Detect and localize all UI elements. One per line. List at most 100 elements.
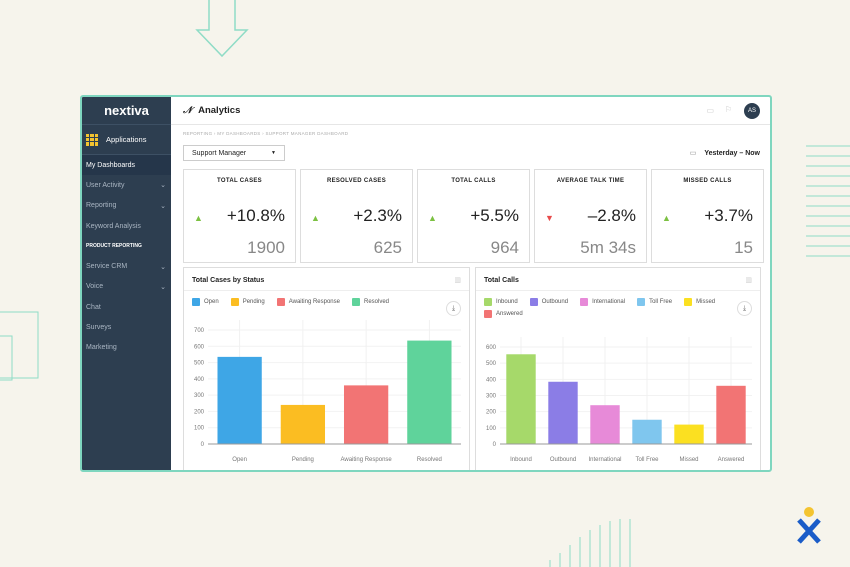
kpi-title: RESOLVED CASES	[326, 178, 387, 184]
legend-swatch	[230, 298, 239, 306]
legend-swatch	[529, 298, 538, 306]
sidebar-item-label: PRODUCT REPORTING	[86, 243, 142, 250]
y-tick-label: 300	[194, 393, 205, 399]
sidebar-item[interactable]: Service CRM ⌄	[82, 256, 171, 276]
triangle-down-icon: ▼	[545, 213, 554, 223]
flag-icon[interactable]: ⚐	[724, 105, 732, 114]
legend-swatch	[276, 298, 285, 306]
nextiva-x-logo	[797, 507, 821, 544]
arrow-down-decoration	[195, 0, 249, 58]
chat-icon[interactable]: ▭	[706, 106, 714, 115]
bar	[280, 404, 326, 444]
bar	[217, 356, 262, 444]
legend-item[interactable]: Missed	[684, 298, 715, 306]
sidebar-item: PRODUCT REPORTING	[82, 236, 171, 256]
x-tick-label: International	[588, 457, 621, 463]
y-tick-label: 600	[194, 344, 205, 350]
sidebar-item[interactable]: Marketing	[82, 338, 171, 358]
kpi-change: –2.8%	[587, 206, 636, 225]
download-button[interactable]: ⤓	[446, 301, 461, 316]
legend-label: International	[592, 299, 626, 305]
legend-label: Outbound	[541, 299, 569, 305]
kpi-change: +3.7%	[704, 206, 753, 225]
legend-item[interactable]: International	[580, 298, 625, 306]
breadcrumb: REPORTING › MY DASHBOARDS › SUPPORT MANA…	[183, 131, 349, 136]
bar	[407, 340, 452, 444]
chevron-down-icon: ⌄	[160, 283, 166, 291]
sidebar-item-label: My Dashboards	[86, 161, 136, 169]
sidebar-item-label: Voice	[86, 283, 104, 291]
legend-item[interactable]: Inbound	[484, 298, 518, 306]
bar-chart-icon[interactable]: ▥	[745, 277, 752, 284]
legend-item[interactable]: Answered	[484, 310, 523, 318]
sidebar-item-label: Service CRM	[86, 263, 128, 271]
triangle-up-icon: ▲	[194, 213, 203, 223]
kpi-change: +2.3%	[353, 206, 402, 225]
triangle-up-icon: ▲	[311, 213, 320, 223]
legend-label: Missed	[696, 299, 716, 305]
sidebar-item-label: Keyword Analysis	[86, 222, 141, 230]
legend-swatch	[684, 298, 693, 306]
sidebar-item-label: Chat	[86, 303, 101, 311]
legend-item[interactable]: Pending	[230, 298, 265, 306]
legend-item[interactable]: Resolved	[351, 298, 389, 306]
lines-decoration	[549, 519, 631, 567]
sidebar-item[interactable]: User Activity ⌄	[82, 175, 171, 195]
kpi-title: TOTAL CALLS	[451, 178, 496, 184]
legend-item[interactable]: Outbound	[529, 298, 569, 306]
legend-label: Pending	[242, 299, 265, 305]
bar-chart: 0 100 200 300 400 500 600 Inbound Outbound Intern…	[486, 337, 752, 463]
sidebar: nextiva Applications My Dashboards User A…	[82, 97, 171, 470]
triangle-up-icon: ▲	[662, 213, 671, 223]
bar	[343, 385, 389, 444]
chart-title: Total Cases by Status	[184, 268, 469, 291]
y-tick-label: 300	[486, 394, 497, 400]
bar	[506, 354, 536, 444]
dashboard-select[interactable]: Support Manager ▼	[183, 145, 285, 161]
sidebar-item-label: Surveys	[86, 324, 112, 332]
applications-label: Applications	[106, 135, 147, 144]
x-tick-label: Outbound	[550, 457, 576, 463]
kpi-card: AVERAGE TALK TIME ▼ –2.8% 5m 34s	[534, 169, 647, 263]
x-tick-label: Awaiting Response	[340, 457, 392, 463]
chevron-down-icon: ⌄	[160, 263, 166, 271]
bar	[590, 405, 620, 444]
caret-down-icon: ▼	[271, 150, 276, 156]
y-tick-label: 200	[486, 410, 497, 416]
sidebar-item-label: Marketing	[86, 344, 117, 352]
legend-swatch	[637, 298, 646, 306]
chart-legend: Inbound Outbound International Toll Free Mis…	[476, 291, 760, 325]
kpi-value: 964	[490, 238, 519, 257]
legend-item[interactable]: Awaiting Response	[276, 298, 340, 306]
avatar[interactable]: AS	[744, 103, 760, 119]
y-tick-label: 500	[486, 361, 497, 367]
legend-item[interactable]: Toll Free	[637, 298, 672, 306]
kpi-value: 625	[373, 238, 402, 257]
sidebar-item[interactable]: Keyword Analysis	[82, 216, 171, 236]
x-tick-label: Answered	[718, 457, 745, 463]
chart-legend: Open Pending Awaiting Response Resolved	[184, 291, 469, 313]
app-window: nextiva Applications My Dashboards User A…	[80, 95, 772, 472]
kpi-title: AVERAGE TALK TIME	[556, 178, 625, 184]
legend-label: Resolved	[363, 299, 389, 305]
applications-button[interactable]: Applications	[82, 125, 171, 155]
sidebar-item[interactable]: Reporting ⌄	[82, 196, 171, 216]
sidebar-item[interactable]: Voice ⌄	[82, 277, 171, 297]
y-tick-label: 100	[486, 426, 497, 432]
x-tick-label: Missed	[679, 457, 698, 463]
sidebar-item[interactable]: My Dashboards	[82, 155, 171, 176]
sidebar-item-label: Reporting	[86, 202, 117, 210]
download-button[interactable]: ⤓	[737, 301, 752, 316]
download-icon: ⤓	[451, 304, 456, 312]
sidebar-item[interactable]: Chat	[82, 297, 171, 317]
bar-chart-icon[interactable]: ▥	[454, 277, 461, 284]
date-range[interactable]: ▭ Yesterday – Now	[690, 149, 760, 157]
kpi-title: TOTAL CASES	[217, 178, 262, 184]
chevron-down-icon: ⌄	[160, 182, 166, 190]
sidebar-item[interactable]: Surveys	[82, 317, 171, 337]
kpi-card: RESOLVED CASES ▲ +2.3% 625	[300, 169, 413, 263]
legend-item[interactable]: Open	[192, 298, 219, 306]
kpi-value: 5m 34s	[580, 238, 636, 257]
sidebar-item-label: User Activity	[86, 181, 125, 189]
x-tick-label: Toll Free	[635, 457, 659, 463]
